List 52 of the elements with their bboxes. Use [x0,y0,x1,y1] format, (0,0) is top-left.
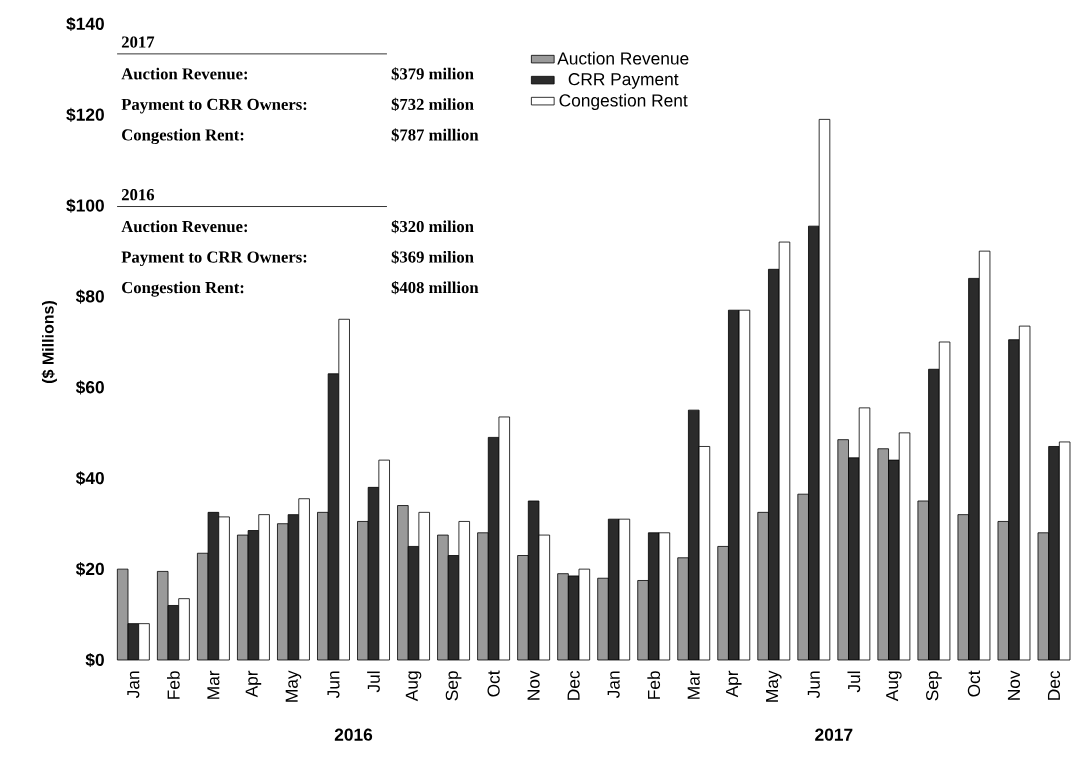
annotation: Payment to CRR Owners: [121,251,307,267]
y-tick-label: $40 [75,471,104,486]
annotation: 2016 [121,189,155,201]
x-tick-label: Apr [245,670,262,698]
y-tick-label: $120 [66,107,104,122]
y-tick-label: $100 [66,198,104,213]
y-tick-label: $20 [75,562,104,577]
x-tick-label: May [285,670,302,702]
legend-label: Auction Revenue [557,51,689,65]
y-tick-label: $60 [75,380,104,395]
x-tick-label: May [766,670,782,702]
annotation: Auction Revenue: [121,67,248,80]
annotation: Congestion Rent: [122,128,244,145]
x-tick-label: Sep [445,671,462,701]
annotation: $787 million [391,128,479,142]
y-tick-label: $80 [75,289,104,304]
annotation: Payment to CRR Owners: [121,98,307,114]
annotation: Congestion Rent: [122,281,244,297]
x-tick-label: Feb [167,671,180,699]
x-tick-label: Nov [1007,670,1021,700]
x-tick-label: Oct [487,670,500,697]
text: 2016 [334,728,373,741]
x-tick-label: Mar [207,670,220,699]
x-tick-label: Feb [647,671,661,699]
legend-label: CRR Payment [568,73,679,89]
annotation: $408 million [391,280,479,295]
y-tick-label: $0 [85,652,104,668]
x-tick-label: Dec [567,670,580,700]
x-tick-label: Mar [687,670,700,699]
x-tick-label: Jan [127,671,140,699]
x-tick-label: Oct [967,670,981,697]
text: 2017 [815,728,853,741]
x-tick-label: Jun [807,671,820,699]
x-tick-label: Jul [367,671,380,693]
x-tick-label: Aug [886,671,902,702]
x-tick-label: Jan [607,671,620,699]
legend-label: Congestion Rent [559,93,688,111]
annotation: $379 milion [391,67,474,81]
annotation: $320 milion [391,219,474,234]
annotation: Auction Revenue: [121,220,248,233]
x-tick-label: Dec [1047,670,1061,700]
x-tick-label: Nov [527,670,540,700]
annotation: $732 milion [391,97,474,112]
x-tick-label: Aug [405,671,422,702]
annotation: 2017 [121,36,155,48]
y-axis-title: ($ Millions) [41,301,57,383]
x-tick-label: Sep [926,671,942,701]
x-tick-label: Jul [847,671,861,693]
x-tick-label: Apr [726,670,742,698]
x-tick-label: Jun [327,671,340,699]
annotation: $369 milion [391,250,474,264]
y-tick-label: $140 [66,16,104,32]
